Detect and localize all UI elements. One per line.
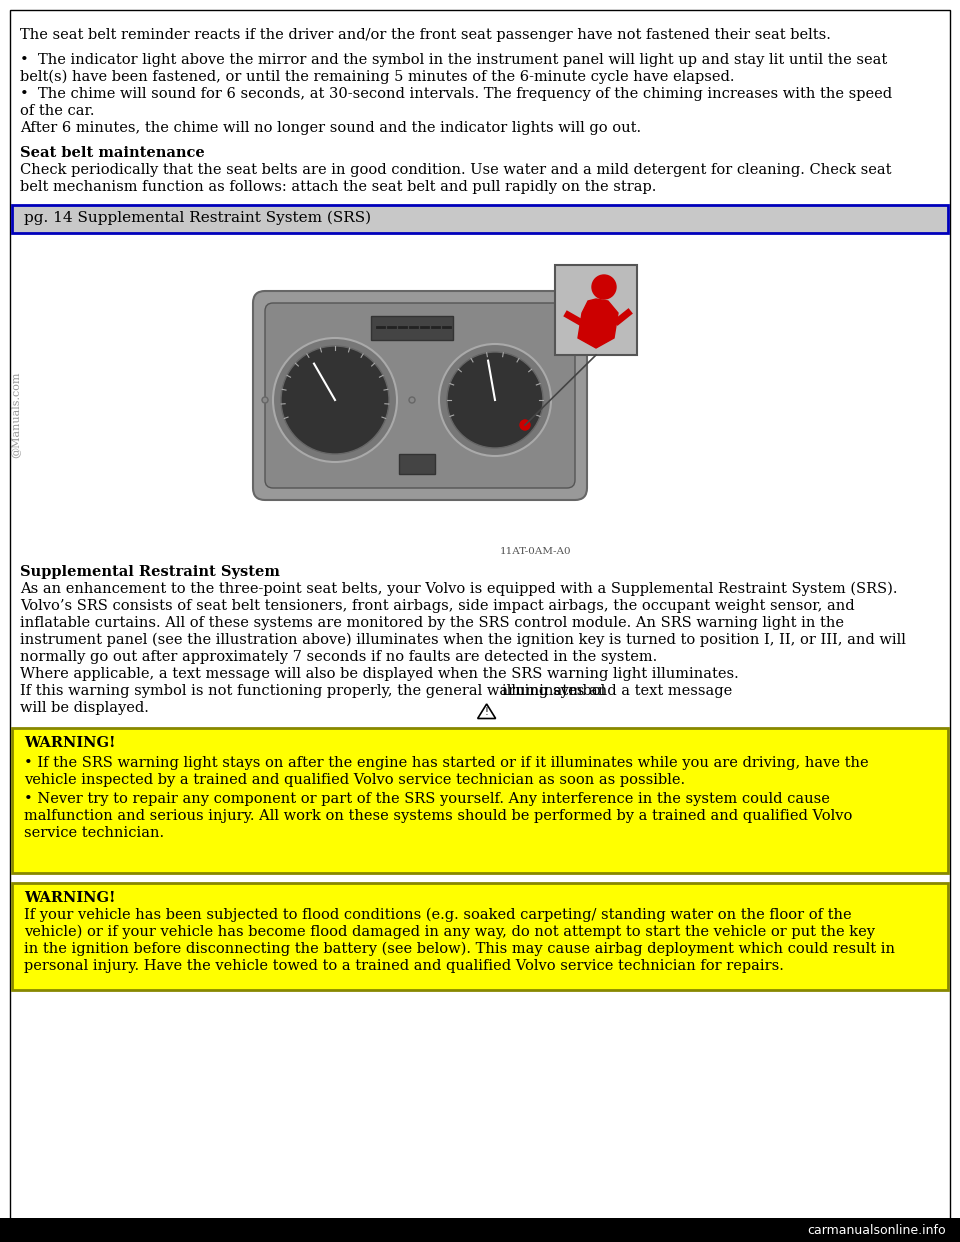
Text: Where applicable, a text message will also be displayed when the SRS warning lig: Where applicable, a text message will al… xyxy=(20,667,739,681)
Circle shape xyxy=(447,351,543,448)
Text: service technician.: service technician. xyxy=(24,826,164,840)
Text: WARNING!: WARNING! xyxy=(24,891,115,905)
Text: pg. 14 Supplemental Restraint System (SRS): pg. 14 Supplemental Restraint System (SR… xyxy=(24,211,372,225)
Text: Seat belt maintenance: Seat belt maintenance xyxy=(20,147,204,160)
Text: After 6 minutes, the chime will no longer sound and the indicator lights will go: After 6 minutes, the chime will no longe… xyxy=(20,120,641,135)
Text: As an enhancement to the three-point seat belts, your Volvo is equipped with a S: As an enhancement to the three-point sea… xyxy=(20,582,898,596)
Circle shape xyxy=(439,344,551,456)
Text: vehicle inspected by a trained and qualified Volvo service technician as soon as: vehicle inspected by a trained and quali… xyxy=(24,773,685,787)
Text: •  The indicator light above the mirror and the symbol in the instrument panel w: • The indicator light above the mirror a… xyxy=(20,53,887,67)
Circle shape xyxy=(409,397,415,402)
Text: • Never try to repair any component or part of the SRS yourself. Any interferenc: • Never try to repair any component or p… xyxy=(24,792,829,806)
Text: instrument panel (see the illustration above) illuminates when the ignition key : instrument panel (see the illustration a… xyxy=(20,633,906,647)
Text: Check periodically that the seat belts are in good condition. Use water and a mi: Check periodically that the seat belts a… xyxy=(20,163,892,178)
Text: will be displayed.: will be displayed. xyxy=(20,700,149,715)
Text: If this warning symbol is not functioning properly, the general warning symbol: If this warning symbol is not functionin… xyxy=(20,684,605,698)
FancyBboxPatch shape xyxy=(12,883,948,990)
FancyBboxPatch shape xyxy=(555,265,637,355)
Circle shape xyxy=(520,420,530,430)
Polygon shape xyxy=(578,299,618,348)
Text: malfunction and serious injury. All work on these systems should be performed by: malfunction and serious injury. All work… xyxy=(24,809,852,823)
Text: If your vehicle has been subjected to flood conditions (e.g. soaked carpeting/ s: If your vehicle has been subjected to fl… xyxy=(24,908,852,923)
FancyBboxPatch shape xyxy=(12,205,948,233)
Text: vehicle) or if your vehicle has become flood damaged in any way, do not attempt : vehicle) or if your vehicle has become f… xyxy=(24,925,875,939)
Text: inflatable curtains. All of these systems are monitored by the SRS control modul: inflatable curtains. All of these system… xyxy=(20,616,844,630)
Bar xyxy=(0,1218,960,1242)
FancyBboxPatch shape xyxy=(253,291,587,501)
Text: WARNING!: WARNING! xyxy=(24,737,115,750)
Circle shape xyxy=(281,347,389,455)
FancyBboxPatch shape xyxy=(10,10,950,1232)
Text: in the ignition before disconnecting the battery (see below). This may cause air: in the ignition before disconnecting the… xyxy=(24,941,895,956)
Circle shape xyxy=(592,274,616,299)
Text: The seat belt reminder reacts if the driver and/or the front seat passenger have: The seat belt reminder reacts if the dri… xyxy=(20,29,830,42)
Text: Volvo’s SRS consists of seat belt tensioners, front airbags, side impact airbags: Volvo’s SRS consists of seat belt tensio… xyxy=(20,599,854,614)
Text: of the car.: of the car. xyxy=(20,104,94,118)
Text: •  The chime will sound for 6 seconds, at 30-second intervals. The frequency of : • The chime will sound for 6 seconds, at… xyxy=(20,87,892,101)
Circle shape xyxy=(273,338,397,462)
FancyBboxPatch shape xyxy=(12,728,948,873)
FancyBboxPatch shape xyxy=(265,303,575,488)
FancyBboxPatch shape xyxy=(371,315,453,340)
Text: belt(s) have been fastened, or until the remaining 5 minutes of the 6-minute cyc: belt(s) have been fastened, or until the… xyxy=(20,70,734,84)
Text: illuminates and a text message: illuminates and a text message xyxy=(502,684,732,698)
Text: belt mechanism function as follows: attach the seat belt and pull rapidly on the: belt mechanism function as follows: atta… xyxy=(20,180,657,194)
Text: carmanualsonline.info: carmanualsonline.info xyxy=(807,1223,946,1237)
Text: • If the SRS warning light stays on after the engine has started or if it illumi: • If the SRS warning light stays on afte… xyxy=(24,756,869,770)
Text: normally go out after approximately 7 seconds if no faults are detected in the s: normally go out after approximately 7 se… xyxy=(20,650,658,664)
Circle shape xyxy=(262,397,268,402)
Text: Supplemental Restraint System: Supplemental Restraint System xyxy=(20,565,280,579)
FancyBboxPatch shape xyxy=(399,455,435,474)
Text: !: ! xyxy=(485,707,489,717)
Text: @Manuals.com: @Manuals.com xyxy=(10,371,20,458)
Text: personal injury. Have the vehicle towed to a trained and qualified Volvo service: personal injury. Have the vehicle towed … xyxy=(24,959,784,972)
Text: 11AT-0AM-A0: 11AT-0AM-A0 xyxy=(500,546,571,556)
